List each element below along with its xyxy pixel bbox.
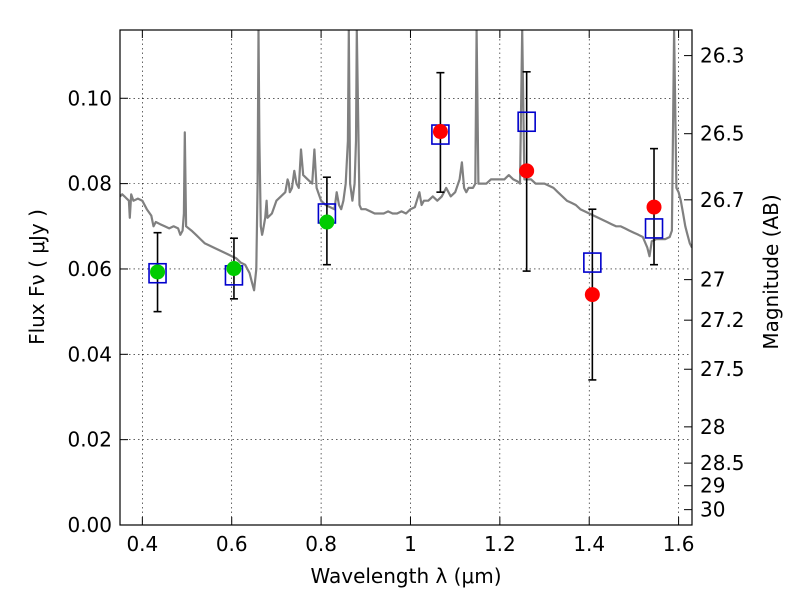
model-box-series: [148, 111, 664, 286]
y-tick-label: 0.00: [67, 513, 112, 537]
green-data-point: [319, 214, 335, 230]
red-data-point: [519, 163, 535, 179]
y2-tick-label: 27.5: [700, 357, 745, 381]
y-tick-label: 0.02: [67, 428, 112, 452]
y-tick-label: 0.10: [67, 86, 112, 110]
error-bars: [153, 71, 659, 381]
x-tick-label: 1.4: [573, 532, 605, 556]
y2-tick-label: 28: [700, 415, 725, 439]
observed-point-series: [150, 124, 662, 303]
y2-tick-label: 26.3: [700, 44, 745, 68]
green-data-point: [150, 264, 166, 280]
y2-tick-label: 27.2: [700, 308, 745, 332]
grid-lines: [120, 30, 692, 526]
model-box-marker: [148, 262, 167, 284]
y2-tick-label: 29: [700, 474, 725, 498]
red-data-point: [584, 287, 600, 303]
green-data-point: [226, 261, 242, 277]
y2-tick-label: 27: [700, 268, 725, 292]
y-tick-label: 0.08: [67, 172, 112, 196]
axis-ticks: 0.4 0.6 0.8 1 1.2 1.4 1.6 0.00 0.02 0.04 0.06 0.08 0…: [67, 30, 745, 556]
spectrum-line: [120, 30, 692, 292]
y2-tick-label: 26.5: [700, 122, 745, 146]
red-data-point: [432, 124, 448, 140]
y-axis-label: Flux Fν ( μJy ): [25, 209, 49, 345]
x-tick-label: 1: [404, 532, 417, 556]
y2-axis-label: Magnitude (AB): [759, 194, 783, 349]
x-tick-label: 0.6: [216, 532, 248, 556]
y2-tick-label: 26.7: [700, 188, 745, 212]
model-box-marker: [517, 111, 536, 133]
x-axis-label: Wavelength λ (μm): [310, 564, 501, 588]
plot-frame: [119, 29, 693, 526]
spectrum-series: [120, 30, 692, 292]
y-tick-label: 0.06: [67, 257, 112, 281]
y2-tick-label: 30: [700, 498, 725, 522]
model-box-marker: [583, 252, 602, 273]
x-tick-label: 0.4: [126, 532, 158, 556]
x-tick-label: 1.2: [484, 532, 516, 556]
x-tick-label: 0.8: [305, 532, 337, 556]
red-data-point: [646, 199, 662, 215]
model-box-marker: [644, 218, 664, 239]
x-tick-label: 1.6: [663, 532, 695, 556]
y-tick-label: 0.04: [67, 342, 112, 366]
y2-tick-label: 28.5: [700, 451, 745, 475]
